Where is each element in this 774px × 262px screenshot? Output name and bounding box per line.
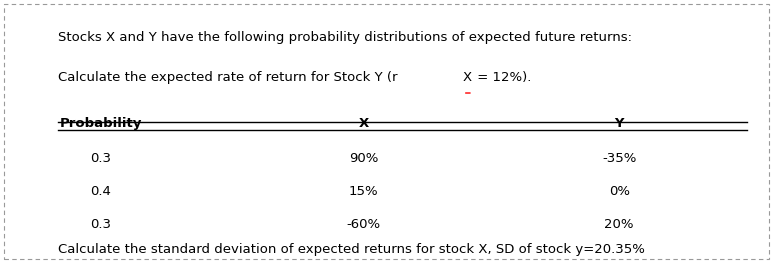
Text: 0.3: 0.3 (90, 217, 111, 231)
Text: X: X (358, 117, 369, 130)
Text: -60%: -60% (347, 217, 381, 231)
Text: 0.4: 0.4 (91, 185, 111, 198)
Text: = 12%).: = 12%). (473, 71, 531, 84)
Text: Stocks X and Y have the following probability distributions of expected future r: Stocks X and Y have the following probab… (58, 31, 632, 45)
Text: 90%: 90% (349, 152, 378, 165)
Text: Probability: Probability (60, 117, 142, 130)
Text: 0.3: 0.3 (90, 152, 111, 165)
Text: 0%: 0% (608, 185, 630, 198)
Text: 15%: 15% (349, 185, 378, 198)
Text: Y: Y (615, 117, 624, 130)
Text: Calculate the standard deviation of expected returns for stock X, SD of stock y=: Calculate the standard deviation of expe… (58, 243, 645, 256)
Text: 20%: 20% (604, 217, 634, 231)
Text: Calculate the expected rate of return for Stock Y (r: Calculate the expected rate of return fo… (58, 71, 398, 84)
Text: X: X (463, 71, 472, 84)
Text: -35%: -35% (602, 152, 636, 165)
